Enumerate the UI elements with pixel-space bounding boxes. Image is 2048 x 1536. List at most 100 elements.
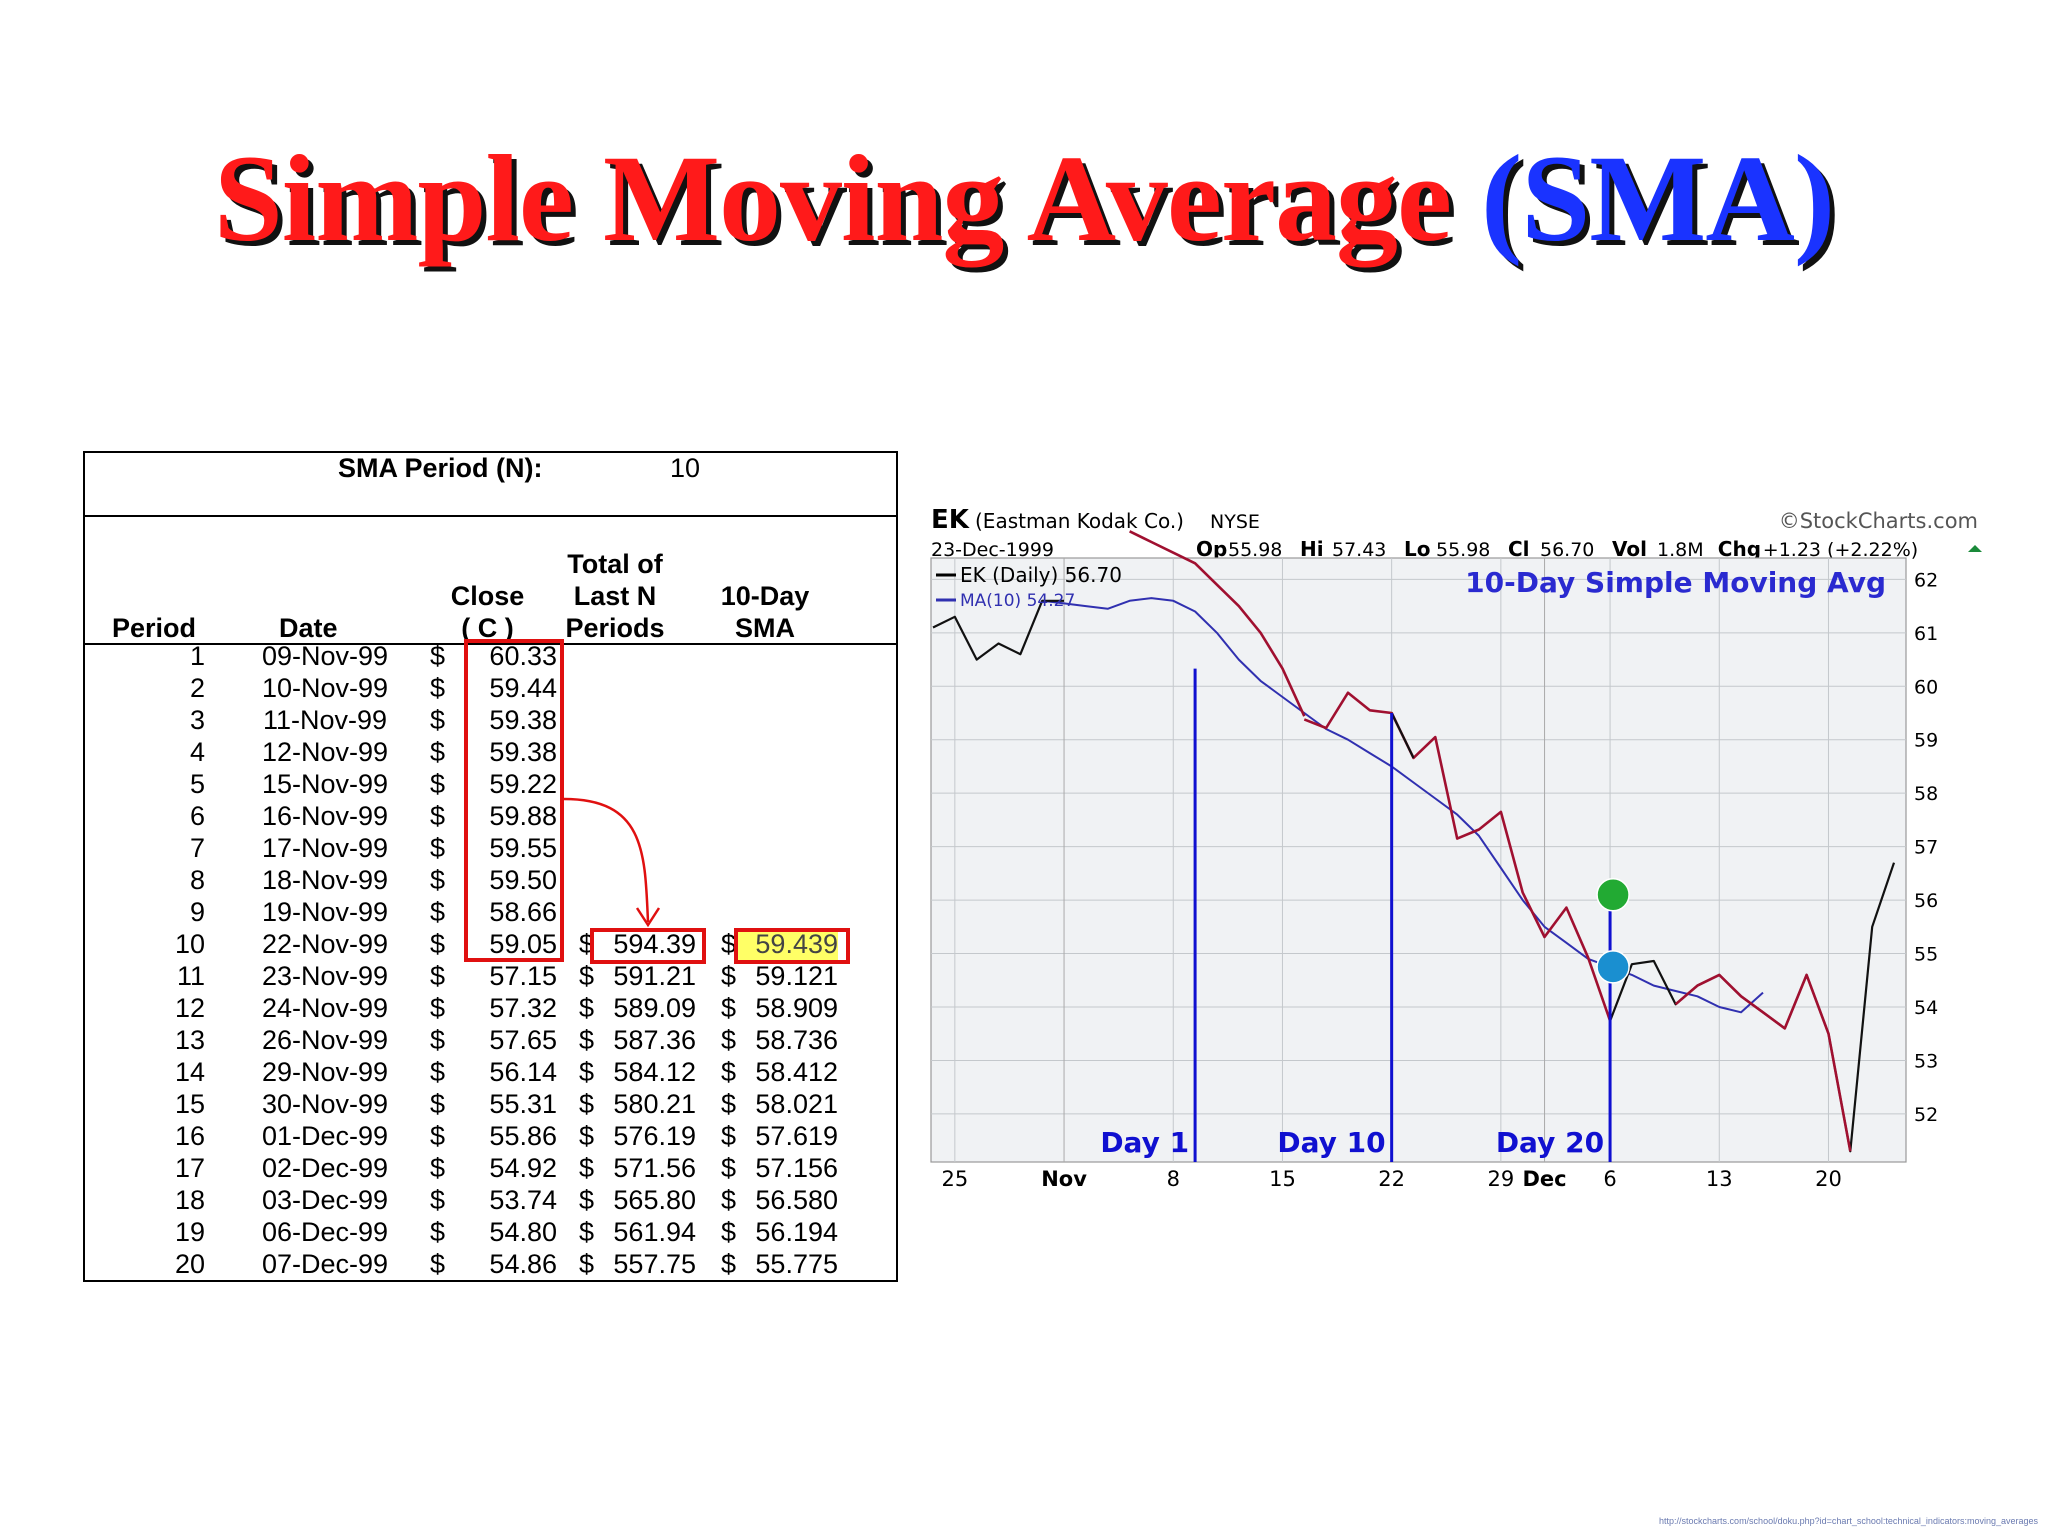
table-row: 1 09-Nov-99 $60.33 bbox=[85, 641, 896, 673]
cell-sma: 56.194 bbox=[755, 1217, 838, 1247]
cell-cur: $ bbox=[430, 1057, 446, 1087]
col-header-total-2: Last N bbox=[573, 581, 657, 611]
cell-period: 4 bbox=[189, 737, 205, 767]
x-tick-label: 8 bbox=[1167, 1167, 1180, 1191]
cell-cur: $ bbox=[721, 1025, 737, 1055]
cell-cur: $ bbox=[430, 1185, 446, 1215]
col-header-close-1: Close bbox=[450, 581, 525, 611]
cell-cur: $ bbox=[430, 897, 446, 927]
cell-total: 589.09 bbox=[613, 993, 696, 1023]
cell-date: 06-Dec-99 bbox=[261, 1217, 389, 1247]
cell-period: 9 bbox=[189, 897, 205, 927]
chart-date: 23-Dec-1999 bbox=[931, 539, 1054, 561]
cell-close: 54.86 bbox=[489, 1249, 557, 1279]
quote-key: Op bbox=[1196, 537, 1227, 561]
cell-period: 12 bbox=[174, 993, 205, 1023]
col-header-period: Period bbox=[112, 613, 197, 643]
table-row: 17 02-Dec-99 $54.92 $571.56 $57.156 bbox=[85, 1153, 896, 1185]
source-url: http://stockcharts.com/school/doku.php?i… bbox=[1659, 1516, 2038, 1526]
cell-close: 58.66 bbox=[489, 897, 557, 927]
quote-key: Cl bbox=[1508, 537, 1530, 561]
quote-value: 57.43 bbox=[1332, 539, 1386, 561]
table-row: 14 29-Nov-99 $56.14 $584.12 $58.412 bbox=[85, 1057, 896, 1089]
cell-period: 6 bbox=[189, 801, 205, 831]
table-row: 8 18-Nov-99 $59.50 bbox=[85, 865, 896, 897]
cell-date: 12-Nov-99 bbox=[261, 737, 389, 767]
table-row: 18 03-Dec-99 $53.74 $565.80 $56.580 bbox=[85, 1185, 896, 1217]
cell-cur: $ bbox=[430, 833, 446, 863]
cell-sma: 57.156 bbox=[755, 1153, 838, 1183]
cell-period: 11 bbox=[176, 961, 205, 991]
cell-sma: 57.619 bbox=[755, 1121, 838, 1151]
cell-period: 7 bbox=[189, 833, 205, 863]
chart-exchange: NYSE bbox=[1210, 511, 1260, 533]
cell-date: 22-Nov-99 bbox=[261, 929, 389, 959]
cell-period: 13 bbox=[174, 1025, 205, 1055]
y-tick-label: 62 bbox=[1914, 569, 1938, 591]
cell-total: 584.12 bbox=[613, 1057, 696, 1087]
cell-total: 594.39 bbox=[613, 929, 696, 959]
cell-close: 54.80 bbox=[489, 1217, 557, 1247]
y-tick-label: 55 bbox=[1914, 944, 1938, 966]
cell-close: 57.15 bbox=[489, 961, 557, 991]
cell-period: 5 bbox=[189, 769, 205, 799]
cell-period: 15 bbox=[174, 1089, 205, 1119]
cell-close: 54.92 bbox=[489, 1153, 557, 1183]
y-tick-label: 59 bbox=[1914, 730, 1938, 752]
cell-total: 561.94 bbox=[613, 1217, 696, 1247]
x-tick-label: 6 bbox=[1603, 1167, 1616, 1191]
cell-date: 09-Nov-99 bbox=[261, 641, 389, 671]
highlight-dot bbox=[1596, 950, 1630, 984]
table-row: 5 15-Nov-99 $59.22 bbox=[85, 769, 896, 801]
x-tick-label: Nov bbox=[1041, 1167, 1087, 1191]
quote-key: Hi bbox=[1300, 537, 1324, 561]
cell-date: 11-Nov-99 bbox=[262, 705, 388, 735]
cell-period: 1 bbox=[189, 641, 205, 671]
col-header-total-3: Periods bbox=[565, 613, 665, 643]
cell-close: 60.33 bbox=[489, 641, 557, 671]
cell-sma: 58.021 bbox=[755, 1089, 838, 1119]
cell-cur: $ bbox=[430, 993, 446, 1023]
cell-cur: $ bbox=[430, 1217, 446, 1247]
cell-close: 59.38 bbox=[489, 737, 557, 767]
cell-close: 59.44 bbox=[489, 673, 557, 703]
col-header-close-2: ( C ) bbox=[461, 613, 514, 643]
cell-period: 3 bbox=[189, 705, 205, 735]
legend-ma-label: MA(10) 54.27 bbox=[960, 591, 1075, 611]
table-row: 6 16-Nov-99 $59.88 bbox=[85, 801, 896, 833]
cell-cur: $ bbox=[430, 1153, 446, 1183]
cell-cur: $ bbox=[579, 1057, 595, 1087]
y-tick-label: 60 bbox=[1914, 676, 1938, 698]
cell-close: 59.55 bbox=[489, 833, 557, 863]
quote-key: Lo bbox=[1404, 537, 1430, 561]
cell-cur: $ bbox=[430, 641, 446, 671]
cell-period: 19 bbox=[174, 1217, 205, 1247]
quote-key: Vol bbox=[1612, 537, 1647, 561]
cell-close: 55.86 bbox=[489, 1121, 557, 1151]
cell-cur: $ bbox=[430, 1249, 446, 1279]
cell-sma: 59.439 bbox=[735, 929, 838, 960]
quote-value: 55.98 bbox=[1228, 539, 1282, 561]
ma-line bbox=[1042, 597, 1764, 1014]
cell-date: 10-Nov-99 bbox=[261, 673, 389, 703]
cell-cur: $ bbox=[721, 1057, 737, 1087]
cell-cur: $ bbox=[579, 1185, 595, 1215]
cell-cur: $ bbox=[721, 1185, 737, 1215]
cell-cur: $ bbox=[430, 673, 446, 703]
cell-date: 01-Dec-99 bbox=[261, 1121, 389, 1151]
price-line-highlight bbox=[1303, 691, 1612, 1022]
cell-cur: $ bbox=[579, 961, 595, 991]
table-row: 3 11-Nov-99 $59.38 bbox=[85, 705, 896, 737]
cell-date: 15-Nov-99 bbox=[261, 769, 389, 799]
day-marker-label: Day 20 bbox=[1496, 1126, 1604, 1159]
price-line-tail-highlight bbox=[1674, 973, 1852, 1152]
cell-period: 10 bbox=[174, 929, 205, 959]
cell-cur: $ bbox=[430, 705, 446, 735]
sum-arrow-line bbox=[563, 797, 650, 923]
cell-date: 29-Nov-99 bbox=[261, 1057, 389, 1087]
cell-close: 59.88 bbox=[489, 801, 557, 831]
chart-title: 10-Day Simple Moving Avg bbox=[1465, 566, 1886, 599]
x-tick-label: 29 bbox=[1487, 1167, 1514, 1191]
cell-sma: 58.909 bbox=[755, 993, 838, 1023]
sma-period-label: SMA Period (N): bbox=[338, 453, 543, 483]
